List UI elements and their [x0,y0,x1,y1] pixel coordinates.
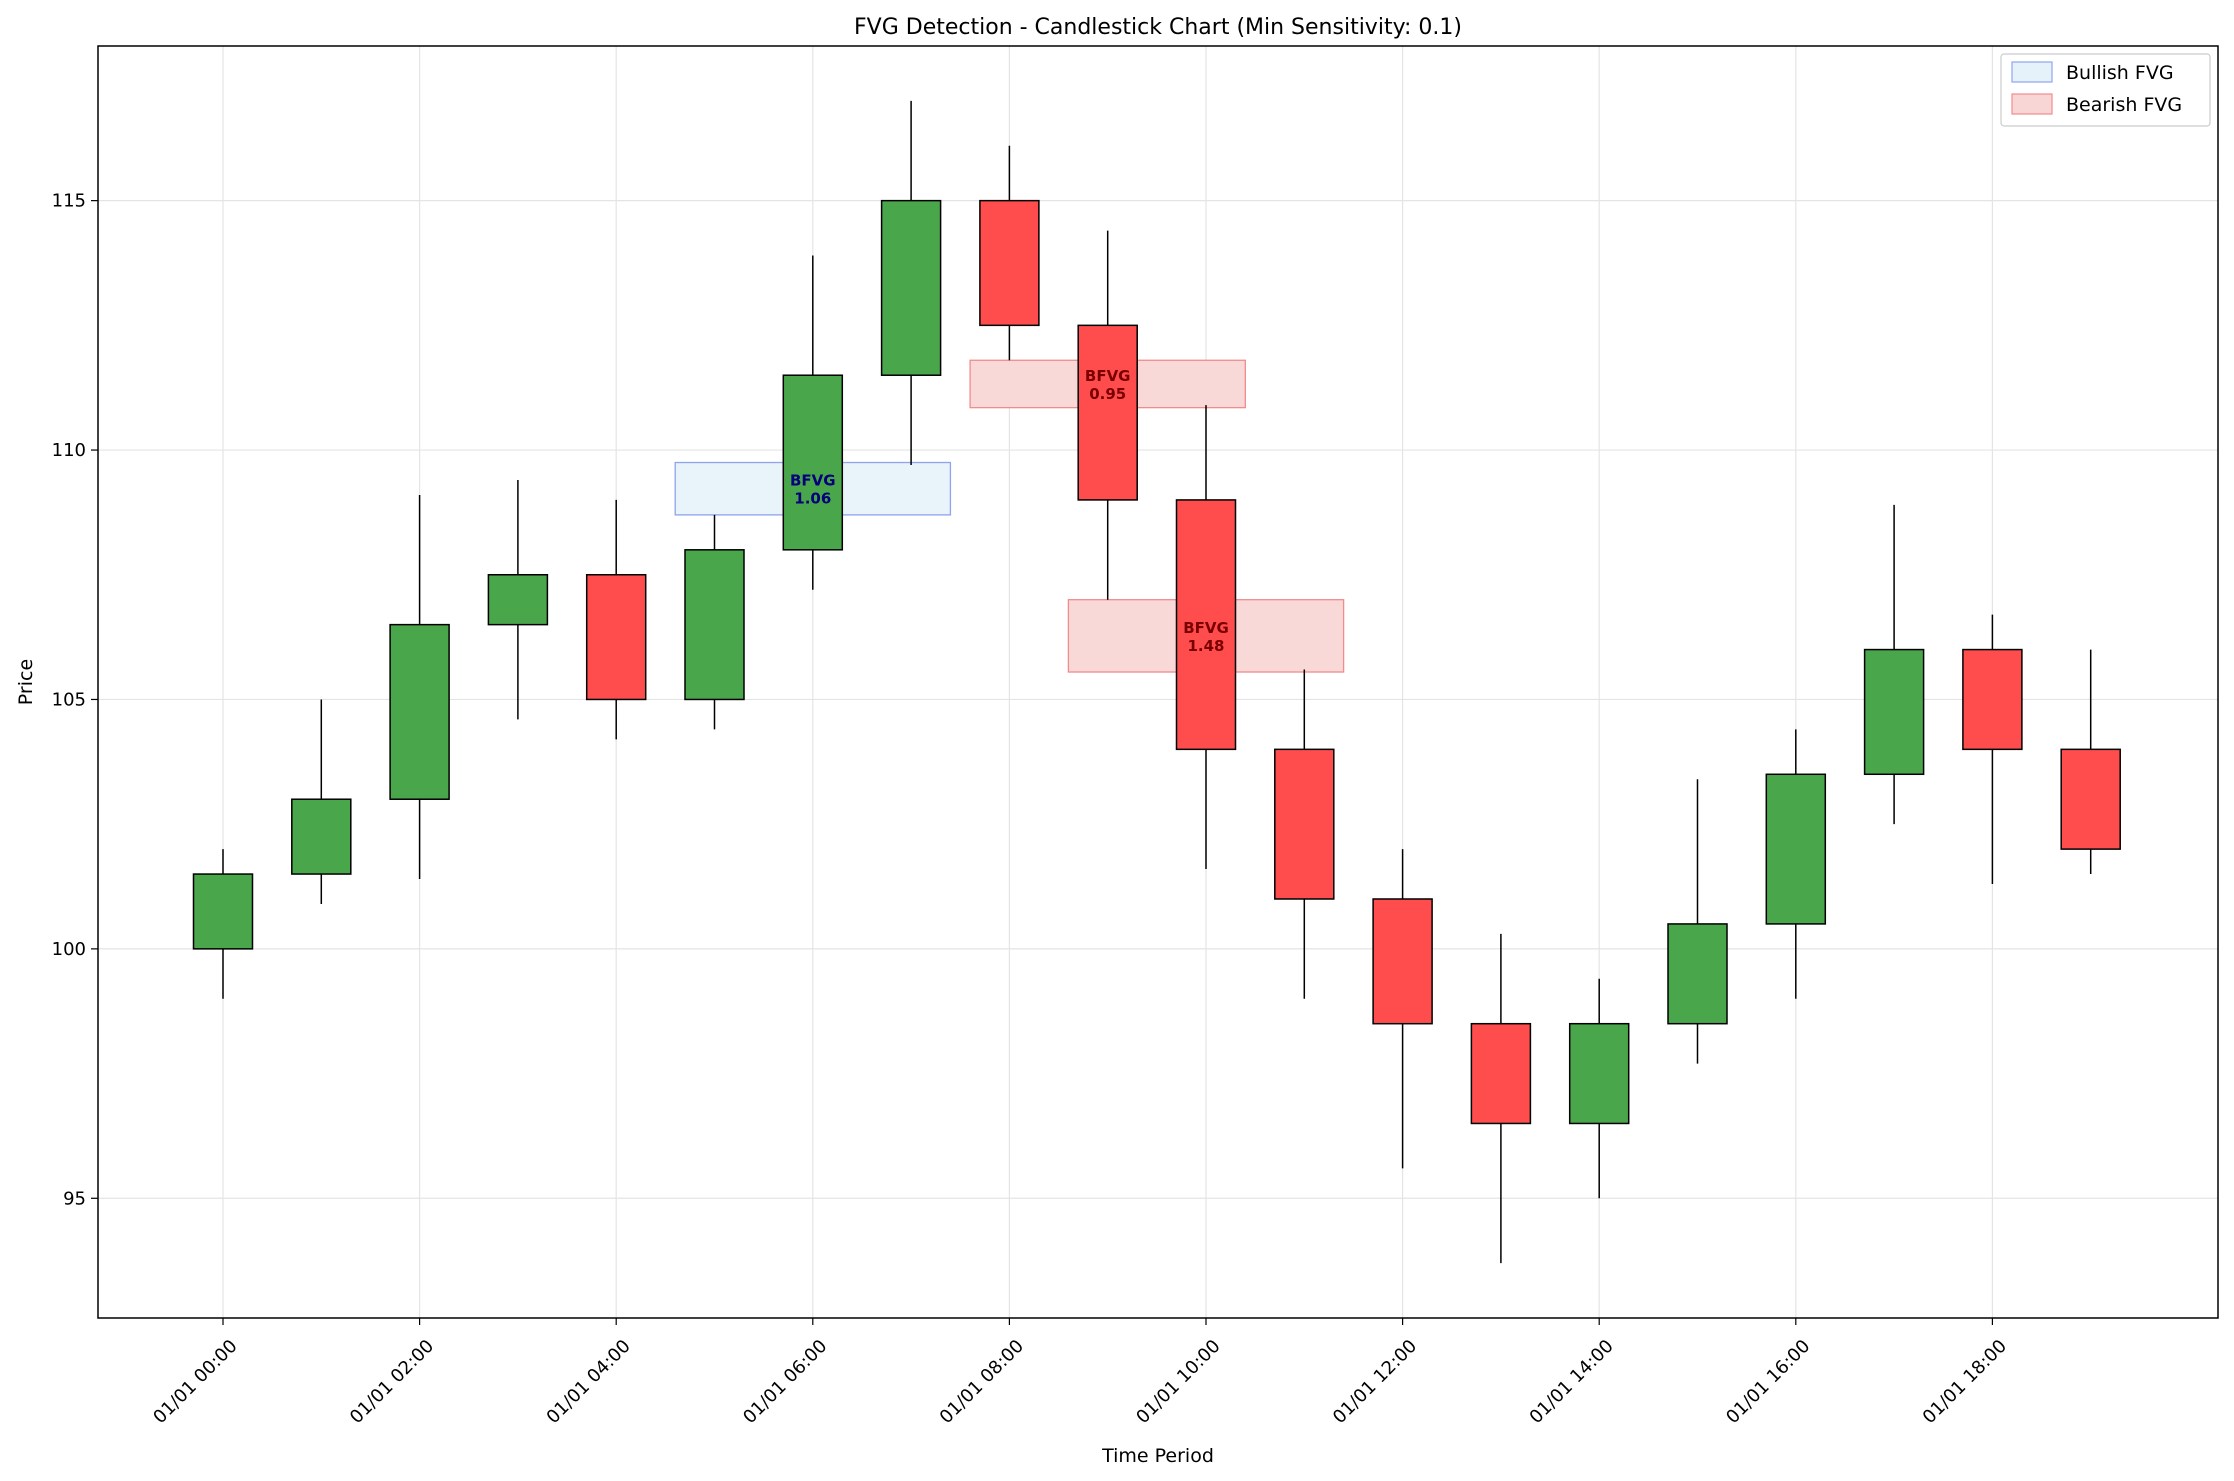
candle-body [487,574,549,626]
bearish-candle [1077,230,1138,600]
y-axis-label: Price [15,659,37,705]
legend-label-bearish-fvg: Bearish FVG [2066,94,2182,116]
bullish-candle [782,255,844,590]
bearish-candle [979,145,1040,361]
candle-body [2060,748,2121,850]
bearish-candle [1470,933,1532,1264]
x-axis-label: Time Period [1101,1445,1214,1467]
candle-body [1470,1022,1532,1125]
bullish-candle [880,100,942,466]
fvg-label: BFVG [790,472,836,490]
bullish-candle [192,849,254,999]
candle-body [979,199,1040,327]
fvg-label: BFVG [1183,619,1229,637]
bearish-candle [1962,614,2023,885]
y-tick-label: 110 [52,440,86,461]
bullish-candle [1667,779,1728,1064]
candle-body [1667,923,1728,1025]
fvg-value: 1.48 [1187,637,1224,655]
candle-body [1863,648,1925,776]
fvg-layer [674,359,1345,673]
candle-body [1962,648,2023,751]
fvg-label: BFVG [1085,367,1131,385]
legend-box [2000,53,2211,127]
bearish-candle [1372,849,1433,1169]
legend: Bullish FVG Bearish FVG [2000,53,2211,127]
candle-body [1568,1022,1630,1125]
bullish-candle [389,494,450,880]
bullish-candle [291,699,352,904]
candle-layer [192,100,2121,1264]
bullish-candle [684,514,745,730]
bearish-candle [1274,669,1335,999]
fvg-value: 0.95 [1089,385,1126,403]
candle-body [192,873,254,950]
bearish-candle [2060,649,2121,875]
candle-body [880,199,942,376]
plot-frame [97,45,2219,1319]
candle-body [782,374,844,551]
legend-label-bullish-fvg: Bullish FVG [2066,62,2174,84]
candle-body [1077,324,1138,501]
bullish-candle [1765,729,1827,999]
y-tick-label: 95 [63,1188,86,1209]
legend-swatch-bullish-fvg [2011,61,2053,83]
bearish-candle [1175,405,1237,870]
candle-body [291,798,352,875]
bullish-candle [1568,978,1630,1199]
fvg-value: 1.06 [794,490,831,508]
candle-body [1765,773,1827,925]
candle-body [684,549,745,701]
bearish-candle [585,499,647,740]
legend-swatch-bearish-fvg [2011,93,2053,115]
y-tick-label: 115 [52,191,86,212]
candle-body [1274,748,1335,900]
candle-body [389,623,450,800]
bullish-candle [487,479,549,720]
y-axis: 95 100 105 110 115 [52,191,98,1209]
candle-body [585,574,647,701]
candle-body [1175,499,1237,751]
chart-title: FVG Detection - Candlestick Chart (Min S… [854,15,1462,40]
y-tick-label: 100 [52,939,86,960]
y-tick-label: 105 [52,689,86,710]
bullish-candle [1863,504,1925,825]
candle-body [1372,898,1433,1025]
